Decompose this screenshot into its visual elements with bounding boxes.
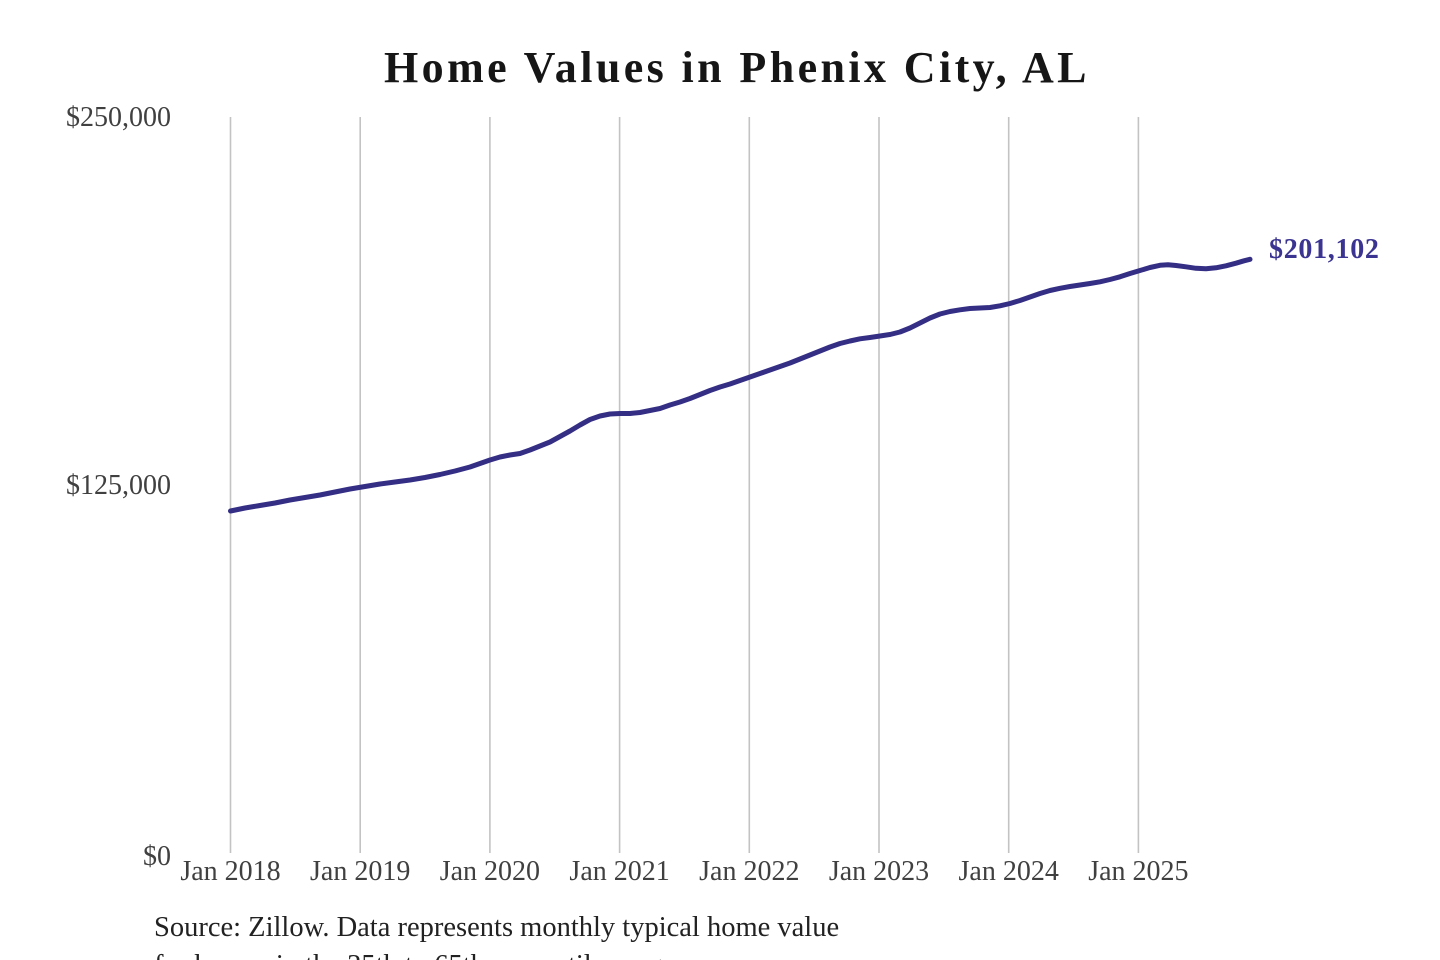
svg-text:Jan 2022: Jan 2022	[699, 856, 799, 887]
svg-text:Jan 2024: Jan 2024	[959, 856, 1059, 887]
svg-text:for homes in the 35th to 65th: for homes in the 35th to 65th percentile…	[154, 950, 675, 960]
svg-text:$250,000: $250,000	[66, 102, 171, 133]
svg-text:Jan 2021: Jan 2021	[569, 856, 669, 887]
svg-text:Jan 2023: Jan 2023	[829, 856, 929, 887]
svg-text:$0: $0	[143, 841, 171, 872]
svg-text:Jan 2018: Jan 2018	[180, 856, 280, 887]
svg-text:Home Values in Phenix City, AL: Home Values in Phenix City, AL	[384, 43, 1090, 92]
svg-text:Jan 2025: Jan 2025	[1088, 856, 1188, 887]
svg-text:Source: Zillow. Data represent: Source: Zillow. Data represents monthly …	[154, 912, 839, 943]
svg-text:$201,102: $201,102	[1269, 234, 1380, 265]
svg-text:Jan 2019: Jan 2019	[310, 856, 410, 887]
svg-text:Jan 2020: Jan 2020	[440, 856, 540, 887]
svg-text:$125,000: $125,000	[66, 470, 171, 501]
